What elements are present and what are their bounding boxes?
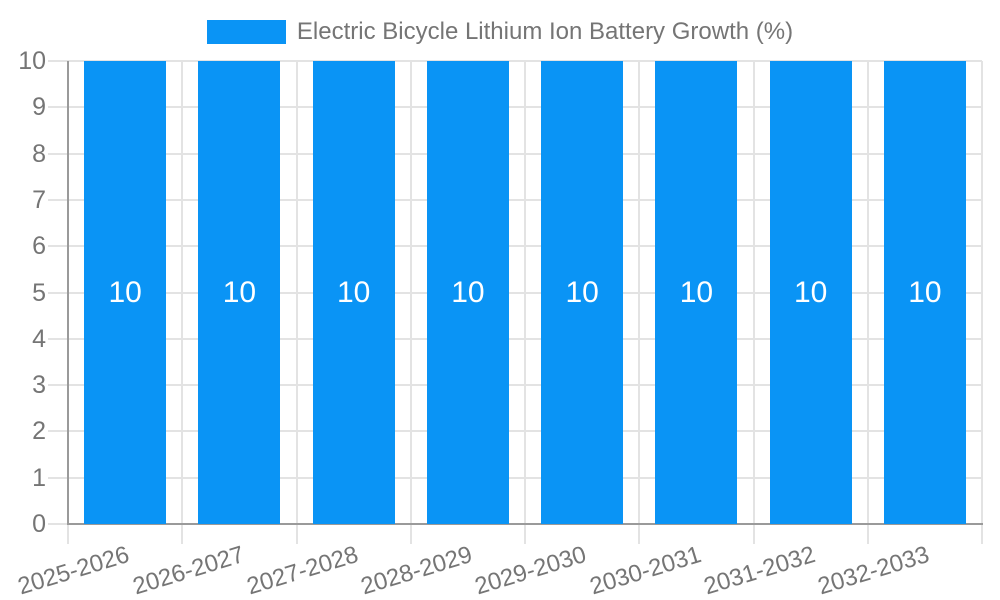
bar-value-label: 10 [222,275,257,309]
bar-value-label: 10 [679,275,714,309]
x-tick-label: 2031-2032 [700,541,819,600]
y-gridline [48,477,982,479]
bar[interactable]: 10 [655,61,738,524]
y-tick-label: 3 [32,371,46,400]
bar[interactable]: 10 [541,61,624,524]
bar-value-label: 10 [908,275,942,309]
x-gridline [410,61,412,544]
y-gridline [48,106,982,108]
x-axis-tick [67,524,69,544]
y-gridline [48,384,982,386]
x-gridline [296,61,298,544]
y-tick-label: 4 [32,324,46,353]
bar-value-label: 10 [451,275,485,309]
x-tick-label: 2027-2028 [243,541,362,600]
y-tick-label: 6 [32,232,46,261]
bar[interactable]: 10 [883,61,966,524]
x-gridline [867,61,869,544]
y-gridline [48,60,982,62]
x-gridline [638,61,640,544]
x-gridline [524,61,526,544]
y-axis-tick [48,523,68,525]
y-tick-label: 2 [32,417,46,446]
y-tick-label: 8 [32,139,46,168]
y-tick-label: 5 [32,278,46,307]
bar[interactable]: 10 [769,61,852,524]
bar[interactable]: 10 [426,61,509,524]
legend-label: Electric Bicycle Lithium Ion Battery Gro… [296,18,794,45]
bar[interactable]: 10 [198,61,281,524]
y-gridline [48,245,982,247]
x-gridline [981,61,983,544]
x-tick-label: 2028-2029 [357,541,476,600]
y-tick-label: 9 [32,93,46,122]
y-gridline [48,292,982,294]
y-gridline [48,338,982,340]
chart-legend-item[interactable]: Electric Bicycle Lithium Ion Battery Gro… [0,19,1000,45]
x-tick-label: 2030-2031 [586,541,704,600]
x-tick-label: 2029-2030 [472,541,590,600]
bar-value-label: 10 [565,275,599,309]
x-axis-line [67,523,983,525]
y-tick-label: 1 [32,463,46,492]
bar-value-label: 10 [336,275,371,309]
y-gridline [48,153,982,155]
y-tick-label: 10 [18,47,46,75]
x-tick-label: 2025-2026 [15,541,133,600]
x-tick-label: 2032-2033 [814,541,933,600]
y-tick-label: 0 [32,510,46,538]
x-tick-label: 2026-2027 [129,541,247,600]
legend-swatch [206,20,286,44]
y-tick-label: 7 [32,185,46,214]
bar-value-label: 10 [793,275,828,309]
bar[interactable]: 10 [84,61,167,524]
bar-value-label: 10 [108,275,142,309]
x-gridline [181,61,183,544]
bar[interactable]: 10 [312,61,395,524]
x-gridline [753,61,755,544]
y-axis-line [67,61,69,524]
y-gridline [48,199,982,201]
y-gridline [48,430,982,432]
